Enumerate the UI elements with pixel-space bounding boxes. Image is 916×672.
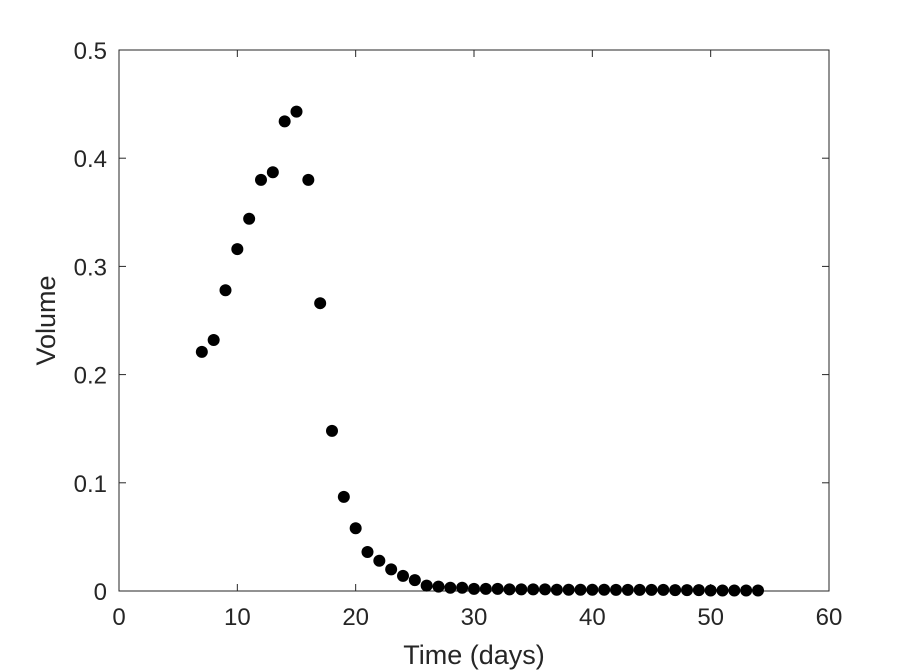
data-point — [633, 583, 646, 596]
data-point — [314, 297, 327, 310]
x-tick-label: 60 — [816, 604, 843, 631]
data-point — [397, 569, 409, 582]
data-point — [302, 173, 315, 186]
x-tick-label: 0 — [112, 604, 125, 631]
x-tick-label: 30 — [461, 604, 488, 631]
y-tick-label: 0.1 — [74, 471, 107, 498]
data-point — [515, 583, 528, 596]
data-point — [479, 582, 492, 595]
data-point — [716, 584, 729, 597]
data-point — [752, 584, 764, 597]
data-point — [598, 583, 611, 596]
data-point — [574, 583, 587, 596]
data-point — [527, 583, 540, 596]
data-point — [491, 582, 504, 595]
data-point — [278, 115, 291, 128]
data-point — [444, 581, 457, 594]
data-point — [255, 173, 267, 186]
data-point — [468, 582, 480, 595]
data-point — [408, 574, 421, 587]
data-point — [657, 583, 670, 596]
data-point — [669, 584, 682, 597]
x-tick-label: 50 — [697, 604, 724, 631]
data-points — [195, 105, 764, 597]
x-tick-label: 10 — [224, 604, 251, 631]
data-point — [290, 105, 303, 118]
data-point — [621, 583, 634, 596]
data-point — [432, 580, 445, 593]
data-point — [349, 522, 362, 535]
y-tick-label: 0 — [94, 579, 107, 606]
data-point — [539, 583, 551, 596]
data-point — [562, 583, 575, 596]
data-point — [337, 490, 350, 503]
data-point — [373, 554, 386, 567]
data-point — [610, 583, 622, 596]
y-tick-label: 0.4 — [74, 146, 107, 173]
x-tick-label: 20 — [342, 604, 369, 631]
data-point — [195, 345, 208, 358]
data-point — [740, 584, 753, 597]
y-tick-label: 0.2 — [74, 363, 107, 390]
data-point — [420, 579, 433, 592]
data-point — [692, 584, 705, 597]
x-tick-label: 40 — [579, 604, 606, 631]
data-point — [503, 583, 516, 596]
data-point — [456, 581, 469, 594]
data-point — [326, 424, 338, 437]
tick-labels: 0 10 20 30 40 50 60 0 0.1 0.2 0.3 0.4 0.5 — [74, 38, 843, 631]
data-point — [728, 584, 741, 597]
data-point — [219, 284, 232, 297]
data-point — [243, 212, 256, 225]
data-point — [586, 583, 599, 596]
y-axis-label: Volume — [31, 275, 61, 365]
x-axis-label: Time (days) — [403, 640, 545, 670]
y-tick-label: 0.3 — [74, 254, 107, 281]
data-point — [550, 583, 563, 596]
data-point — [231, 243, 244, 256]
data-point — [645, 583, 658, 596]
data-point — [266, 166, 279, 179]
data-point — [681, 584, 693, 597]
data-point — [385, 563, 398, 576]
data-point — [361, 546, 374, 559]
data-point — [207, 333, 220, 346]
y-tick-label: 0.5 — [74, 38, 107, 65]
data-point — [704, 584, 717, 597]
